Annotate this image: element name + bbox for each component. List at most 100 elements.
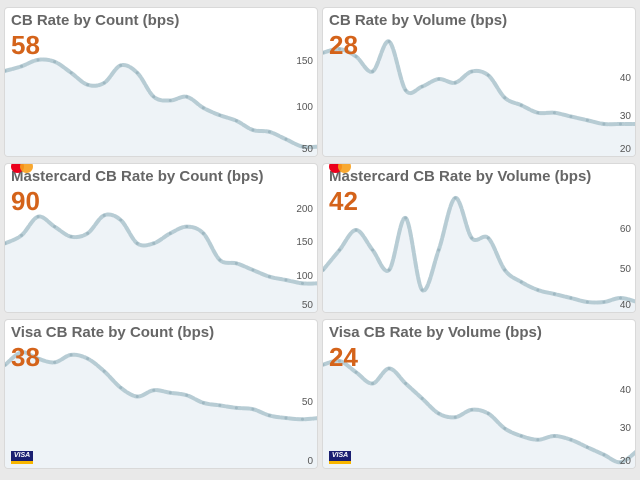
chart-area — [323, 41, 635, 156]
chart-point — [371, 70, 375, 73]
panel-mc-volume[interactable]: Mastercard CB Rate by Volume (bps) 42 60 50… — [322, 163, 636, 313]
chart-point — [86, 231, 90, 235]
chart-point — [420, 397, 424, 400]
line-chart — [323, 358, 637, 468]
panel-value: 58 — [11, 30, 40, 60]
chart-point — [602, 453, 606, 457]
chart-point — [201, 401, 205, 405]
chart-line — [323, 195, 635, 305]
chart-point — [470, 70, 474, 73]
chart-point — [470, 236, 474, 240]
chart-point — [519, 103, 523, 107]
chart-point — [152, 95, 156, 99]
y-tick-label: 40 — [619, 300, 631, 311]
chart-point — [168, 391, 172, 395]
y-tick-label: 150 — [296, 237, 313, 249]
panel-visa-count[interactable]: Visa CB Rate by Count (bps) 38 50 0 VISA — [4, 319, 318, 469]
chart-point — [300, 145, 304, 149]
chart-point — [234, 261, 238, 265]
visa-icon: VISA — [329, 451, 351, 464]
chart-point — [300, 417, 304, 421]
chart-point — [636, 450, 637, 453]
chart-point — [404, 216, 408, 220]
chart-point — [102, 213, 106, 217]
chart-point — [470, 408, 474, 412]
chart-point — [318, 417, 319, 420]
chart-point — [354, 55, 358, 58]
chart-point — [251, 268, 255, 272]
chart-point — [338, 359, 342, 363]
line-chart — [5, 212, 319, 312]
y-tick-label: 20 — [619, 456, 631, 467]
chart-point — [602, 122, 606, 126]
chart-point — [69, 235, 73, 239]
chart-point — [5, 69, 7, 73]
chart-point — [569, 296, 573, 300]
chart-point — [5, 241, 7, 245]
y-tick-label: 100 — [296, 270, 313, 282]
chart-point — [185, 95, 189, 99]
chart-point — [53, 60, 57, 64]
panel-mc-count[interactable]: Mastercard CB Rate by Count (bps) 90 200 15… — [4, 163, 318, 313]
chart-point — [453, 196, 457, 200]
chart-point — [585, 118, 589, 122]
chart-point — [135, 241, 139, 245]
chart-area — [5, 214, 317, 312]
y-tick-label: 50 — [301, 300, 313, 311]
chart-point — [86, 83, 90, 87]
chart-point — [618, 296, 622, 300]
chart-point — [536, 288, 540, 292]
chart-area — [323, 360, 635, 468]
panel-visa-volume[interactable]: Visa CB Rate by Volume (bps) 24 40 30 20 VISA — [322, 319, 636, 469]
chart-point — [536, 111, 540, 115]
chart-point — [323, 268, 325, 272]
chart-point — [251, 407, 255, 411]
panel-title: CB Rate by Volume (bps) — [329, 12, 508, 29]
chart-area — [323, 197, 635, 312]
chart-area — [5, 59, 317, 156]
chart-point — [387, 367, 391, 370]
chart-point — [318, 282, 319, 285]
chart-point — [618, 460, 622, 464]
chart-point — [536, 438, 540, 442]
y-tick-label: 150 — [296, 55, 313, 67]
chart-point — [437, 248, 441, 252]
chart-point — [152, 388, 156, 392]
y-tick-label: 50 — [301, 396, 313, 408]
chart-point — [486, 236, 490, 240]
chart-point — [371, 382, 375, 385]
chart-point — [503, 427, 507, 430]
panel-value: 24 — [329, 342, 358, 372]
chart-point — [371, 248, 375, 252]
chart-point — [201, 231, 205, 235]
chart-point — [69, 71, 73, 75]
chart-point — [234, 119, 238, 123]
chart-point — [338, 47, 342, 51]
chart-point — [218, 403, 222, 407]
chart-point — [135, 71, 139, 75]
panel-cb-count[interactable]: CB Rate by Count (bps) 58 150 100 50 — [4, 7, 318, 157]
chart-point — [486, 412, 490, 415]
chart-point — [20, 233, 24, 237]
chart-point — [69, 353, 73, 357]
panel-cb-volume[interactable]: CB Rate by Volume (bps) 28 40 30 20 — [322, 7, 636, 157]
chart-point — [354, 370, 358, 374]
chart-point — [387, 40, 391, 43]
chart-point — [404, 382, 408, 385]
line-chart — [5, 350, 319, 468]
chart-point — [354, 228, 358, 232]
chart-point — [53, 225, 57, 229]
chart-point — [300, 281, 304, 285]
chart-point — [420, 85, 424, 88]
y-tick-label: 200 — [296, 204, 313, 215]
chart-point — [36, 58, 40, 62]
panel-value: 42 — [329, 186, 358, 216]
y-tick-label: 30 — [619, 110, 631, 122]
chart-point — [519, 280, 523, 284]
visa-icon: VISA — [11, 451, 33, 464]
chart-point — [453, 415, 457, 419]
chart-point — [218, 113, 222, 117]
chart-point — [323, 363, 325, 367]
chart-point — [102, 81, 106, 85]
